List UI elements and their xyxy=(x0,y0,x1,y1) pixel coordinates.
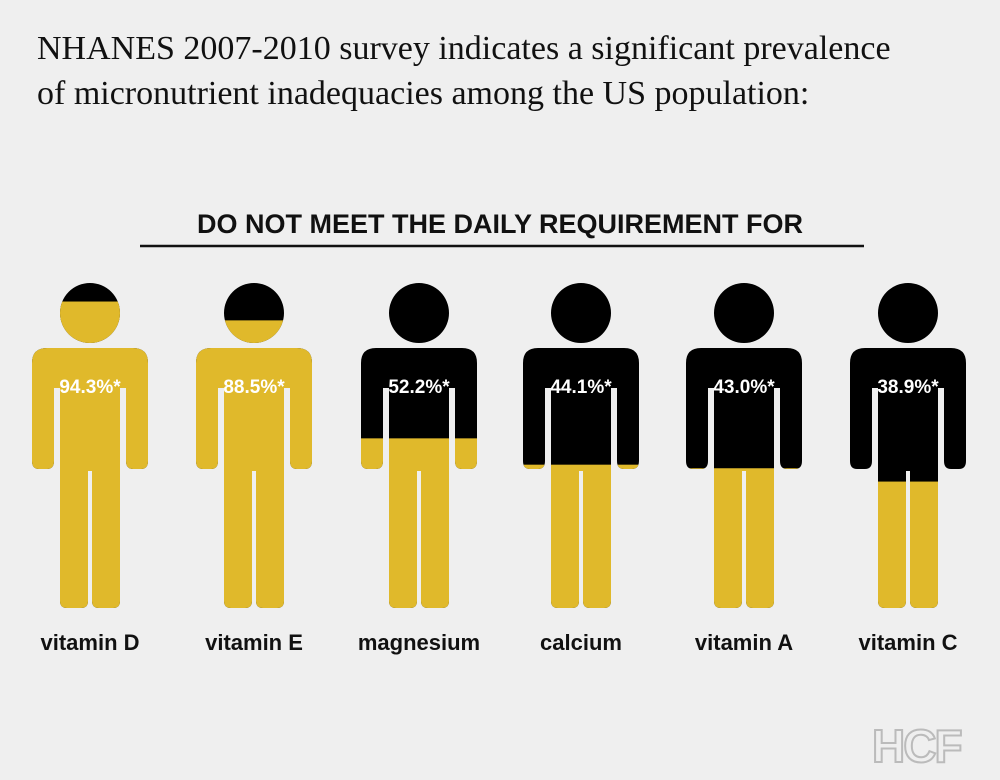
figure-fill xyxy=(850,481,966,608)
person-figure: 88.5%* xyxy=(196,283,312,608)
figure-empty xyxy=(523,283,639,608)
value-label: 88.5%* xyxy=(223,377,285,398)
figure-fill xyxy=(196,320,312,608)
value-label: 52.2%* xyxy=(388,377,450,398)
category-label: calcium xyxy=(540,630,622,655)
figure-empty xyxy=(850,283,966,608)
figure-clip xyxy=(32,283,148,608)
figure-clip xyxy=(686,283,802,608)
value-label: 38.9%* xyxy=(877,377,939,398)
figure-fill xyxy=(361,438,477,608)
category-label: vitamin C xyxy=(858,630,957,655)
person-figure: 52.2%* xyxy=(361,283,477,608)
value-label: 43.0%* xyxy=(713,377,775,398)
figure-clip xyxy=(523,283,639,608)
figure-clip xyxy=(361,283,477,608)
person-figure: 43.0%* xyxy=(686,283,802,608)
category-label: vitamin D xyxy=(40,630,139,655)
chart-title: NHANES 2007-2010 survey indicates a sign… xyxy=(37,30,891,112)
person-figure: 94.3%* xyxy=(32,283,148,608)
category-label: vitamin A xyxy=(695,630,793,655)
person-figure: 44.1%* xyxy=(523,283,639,608)
person-figure: 38.9%* xyxy=(850,283,966,608)
category-label: magnesium xyxy=(358,630,480,655)
figure-clip xyxy=(850,283,966,608)
figure-fill xyxy=(32,301,148,608)
logo: HCF xyxy=(872,720,961,772)
figure-fill xyxy=(523,464,639,608)
value-label: 44.1%* xyxy=(550,377,612,398)
value-label: 94.3%* xyxy=(59,377,121,398)
subtitle: DO NOT MEET THE DAILY REQUIREMENT FOR xyxy=(197,209,803,239)
figure-clip xyxy=(196,283,312,608)
figure-fill xyxy=(686,468,802,608)
category-label: vitamin E xyxy=(205,630,303,655)
figure-empty xyxy=(686,283,802,608)
